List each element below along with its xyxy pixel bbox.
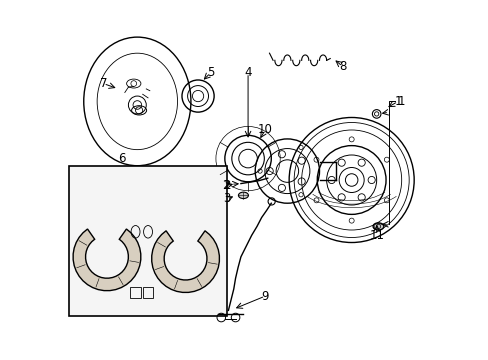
Ellipse shape [238,192,248,199]
Bar [69,166,226,316]
PathPatch shape [73,229,141,291]
Text: 7: 7 [100,77,107,90]
Bar [130,287,141,298]
Text: 10: 10 [257,123,272,136]
Bar [142,287,153,298]
Text: 9: 9 [261,289,268,303]
Text: 4: 4 [244,66,251,79]
PathPatch shape [151,231,219,292]
Ellipse shape [372,223,383,230]
Text: 2: 2 [223,179,231,192]
Text: 6: 6 [118,152,125,165]
Text: 3: 3 [223,193,230,206]
Text: 2: 2 [222,179,229,192]
Text: 1: 1 [396,95,404,108]
Text: 5: 5 [206,66,214,79]
Text: 1: 1 [393,95,401,108]
Text: 8: 8 [338,60,346,73]
Text: 11: 11 [368,229,384,242]
